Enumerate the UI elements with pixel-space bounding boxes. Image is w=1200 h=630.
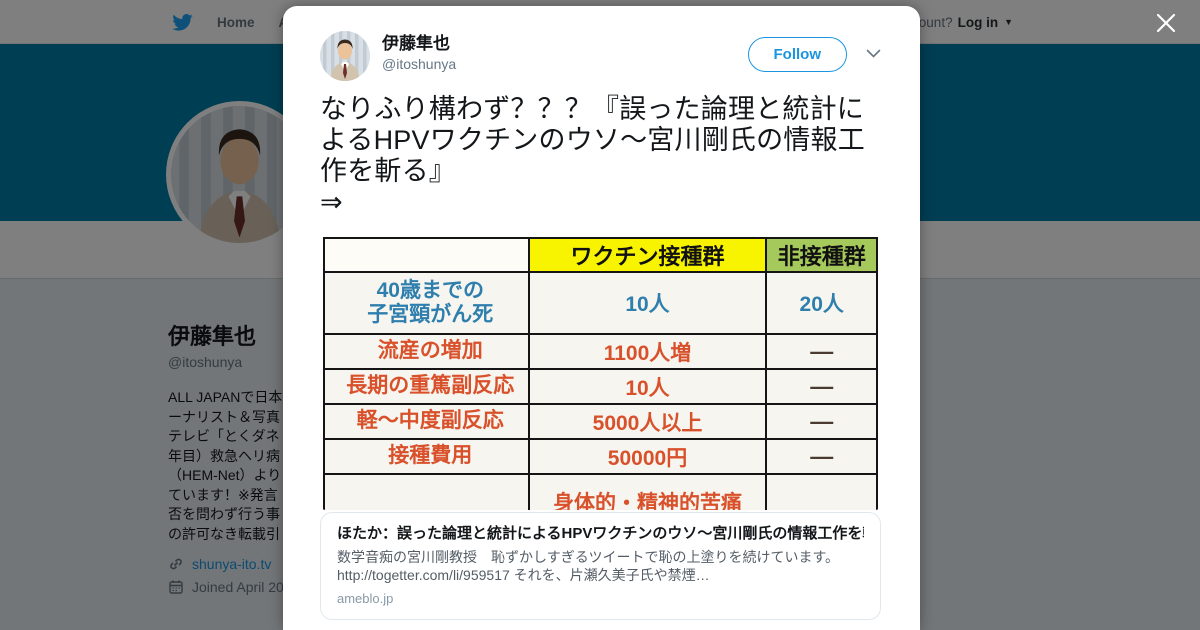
table-header-vaccinated: ワクチン接種群 — [527, 237, 768, 273]
card-domain: ameblo.jp — [337, 591, 394, 606]
tweet-author-handle[interactable]: @itoshunya — [382, 56, 457, 72]
vaccine-comparison-table: ワクチン接種群 非接種群 40歳までの 子宮頸がん死 10人 20人 流産の増加 110… — [323, 237, 878, 510]
tweet-author-name[interactable]: 伊藤隼也 — [382, 34, 450, 53]
card-title: ほたか：誤った論理と統計によるHPVワクチンのウソ～宮川剛氏の情報工作を斬る — [337, 525, 864, 542]
tweet-media-image[interactable]: ワクチン接種群 非接種群 40歳までの 子宮頸がん死 10人 20人 流産の増加 110… — [320, 234, 881, 510]
table-header-unvaccinated: 非接種群 — [765, 237, 878, 273]
table-row: 身体的・精神的苦痛 — [323, 473, 878, 510]
chevron-down-icon[interactable] — [866, 49, 881, 58]
tweet-header: 伊藤隼也 @itoshunya Follow — [320, 31, 881, 81]
close-icon[interactable] — [1154, 11, 1178, 35]
tweet-author[interactable]: 伊藤隼也 @itoshunya — [382, 34, 456, 72]
table-row: 40歳までの 子宮頸がん死 10人 20人 — [323, 271, 878, 335]
card-description: 数学音痴の宮川剛教授 恥ずかしすぎるツイートで恥の上塗りを続けています。 http… — [337, 549, 840, 583]
table-row: 長期の重篤副反応 10人 ― — [323, 368, 878, 405]
table-header-blank — [323, 237, 530, 273]
tweet-text: なりふり構わず？？？『誤った論理と統計によるHPVワクチンのウソ～宮川剛氏の情報… — [320, 94, 881, 218]
tweet-modal: 伊藤隼也 @itoshunya Follow なりふり構わず？？？『誤った論理と… — [283, 6, 920, 630]
follow-button[interactable]: Follow — [747, 37, 847, 72]
table-row: 接種費用 50000円 ― — [323, 438, 878, 475]
tweet-arrow: ⇒ — [320, 187, 343, 217]
link-preview-card[interactable]: ほたか：誤った論理と統計によるHPVワクチンのウソ～宮川剛氏の情報工作を斬る 数… — [320, 512, 881, 620]
table-header-row: ワクチン接種群 非接種群 — [323, 237, 878, 273]
table-row: 軽～中度副反応 5000人以上 ― — [323, 403, 878, 440]
table-row: 流産の増加 1100人増 ― — [323, 333, 878, 370]
table-body: 40歳までの 子宮頸がん死 10人 20人 流産の増加 1100人増 ― 長期の重篤副反応 1… — [323, 271, 878, 510]
tweet-author-avatar[interactable] — [320, 31, 370, 81]
